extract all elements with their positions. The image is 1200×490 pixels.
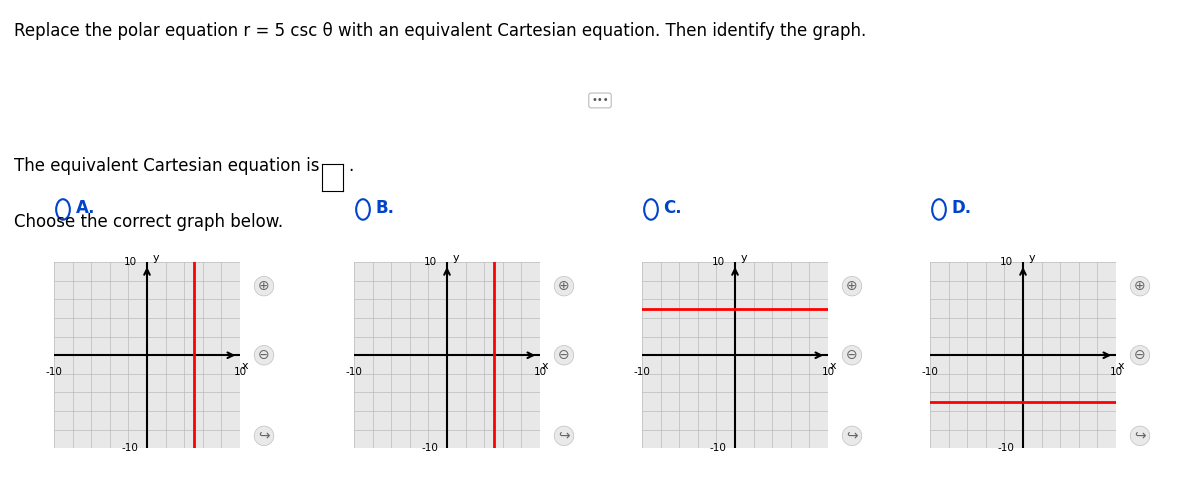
Text: ⊕: ⊕	[1134, 279, 1146, 293]
Text: ⊖: ⊖	[1134, 348, 1146, 362]
Text: 10: 10	[1110, 367, 1122, 377]
Text: A.: A.	[76, 199, 95, 217]
Text: ⊖: ⊖	[558, 348, 570, 362]
Text: Choose the correct graph below.: Choose the correct graph below.	[14, 213, 283, 231]
Text: ↪: ↪	[846, 429, 858, 443]
Text: The equivalent Cartesian equation is: The equivalent Cartesian equation is	[14, 157, 320, 175]
Text: x: x	[541, 362, 548, 371]
Text: D.: D.	[952, 199, 972, 217]
Text: x: x	[829, 362, 836, 371]
Text: ↪: ↪	[1134, 429, 1146, 443]
Text: .: .	[348, 157, 353, 175]
Text: ⊖: ⊖	[846, 348, 858, 362]
Text: ⊕: ⊕	[558, 279, 570, 293]
Text: y: y	[452, 253, 460, 263]
Text: -10: -10	[346, 367, 362, 377]
Text: -10: -10	[634, 367, 650, 377]
Text: ↪: ↪	[558, 429, 570, 443]
Text: 10: 10	[1000, 257, 1013, 267]
Text: -10: -10	[46, 367, 62, 377]
Text: ⊖: ⊖	[258, 348, 270, 362]
Text: -10: -10	[998, 443, 1015, 453]
Text: x: x	[241, 362, 248, 371]
Text: C.: C.	[664, 199, 683, 217]
Text: 10: 10	[712, 257, 725, 267]
Text: ⊕: ⊕	[846, 279, 858, 293]
Text: -10: -10	[422, 443, 439, 453]
Text: ⊕: ⊕	[258, 279, 270, 293]
Text: ↪: ↪	[258, 429, 270, 443]
Text: •••: •••	[592, 96, 608, 105]
Text: x: x	[1117, 362, 1124, 371]
Text: Replace the polar equation r = 5 csc θ with an equivalent Cartesian equation. Th: Replace the polar equation r = 5 csc θ w…	[14, 22, 866, 40]
Text: -10: -10	[710, 443, 727, 453]
Text: -10: -10	[122, 443, 139, 453]
Text: -10: -10	[922, 367, 938, 377]
Text: y: y	[152, 253, 160, 263]
Text: 10: 10	[424, 257, 437, 267]
Text: 10: 10	[124, 257, 137, 267]
Text: 10: 10	[534, 367, 546, 377]
Text: 10: 10	[234, 367, 246, 377]
Text: B.: B.	[376, 199, 395, 217]
Text: y: y	[1028, 253, 1036, 263]
Text: 10: 10	[822, 367, 834, 377]
Text: y: y	[740, 253, 748, 263]
